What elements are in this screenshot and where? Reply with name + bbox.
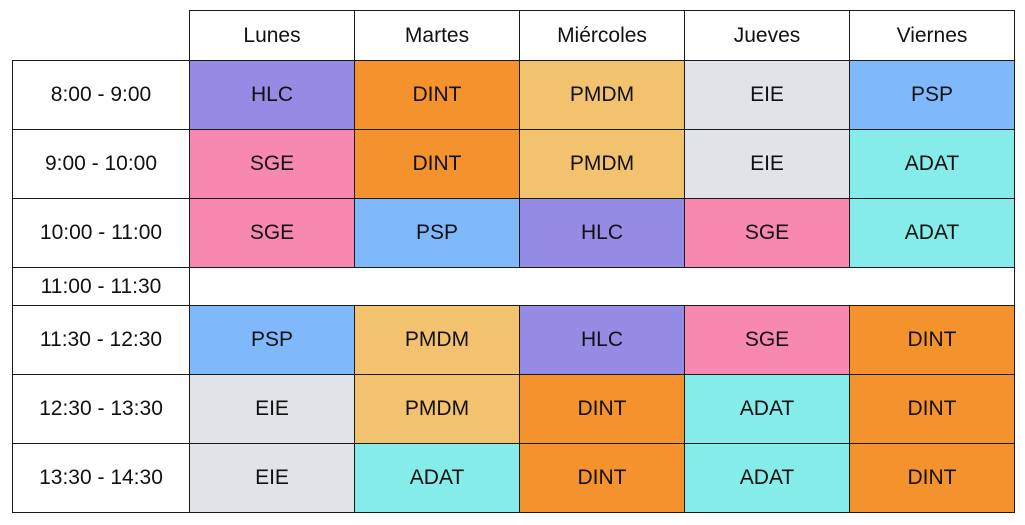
subject-cell: HLC <box>519 198 685 268</box>
subject-cell: HLC <box>189 60 355 130</box>
subject-cell: PMDM <box>519 129 685 199</box>
subject-cell: PMDM <box>354 374 520 444</box>
subject-cell: DINT <box>849 443 1015 513</box>
time-slot-label: 13:30 - 14:30 <box>12 443 190 513</box>
schedule-row: 10:00 - 11:00 SGE PSP HLC SGE ADAT <box>12 198 1015 268</box>
time-slot-label: 8:00 - 9:00 <box>12 60 190 130</box>
schedule-row: 13:30 - 14:30 EIE ADAT DINT ADAT DINT <box>12 443 1015 513</box>
subject-cell: SGE <box>684 198 850 268</box>
schedule-row: 8:00 - 9:00 HLC DINT PMDM EIE PSP <box>12 60 1015 130</box>
time-slot-label: 9:00 - 10:00 <box>12 129 190 199</box>
subject-cell: PMDM <box>354 305 520 375</box>
subject-cell: PMDM <box>519 60 685 130</box>
subject-cell: EIE <box>189 443 355 513</box>
day-header: Lunes <box>189 10 355 61</box>
day-header: Miércoles <box>519 10 685 61</box>
subject-cell: PSP <box>189 305 355 375</box>
day-header: Viernes <box>849 10 1015 61</box>
schedule-row: 12:30 - 13:30 EIE PMDM DINT ADAT DINT <box>12 374 1015 444</box>
subject-cell: DINT <box>354 129 520 199</box>
subject-cell: ADAT <box>684 443 850 513</box>
subject-cell: ADAT <box>849 129 1015 199</box>
subject-cell: DINT <box>849 374 1015 444</box>
subject-cell: SGE <box>684 305 850 375</box>
weekly-schedule-table: Lunes Martes Miércoles Jueves Viernes 8:… <box>12 10 1015 513</box>
day-header-row: Lunes Martes Miércoles Jueves Viernes <box>13 10 1015 61</box>
subject-cell: EIE <box>684 129 850 199</box>
time-slot-label: 11:30 - 12:30 <box>12 305 190 375</box>
subject-cell: DINT <box>354 60 520 130</box>
subject-cell: SGE <box>189 198 355 268</box>
subject-cell: ADAT <box>684 374 850 444</box>
subject-cell: PSP <box>354 198 520 268</box>
subject-cell: EIE <box>684 60 850 130</box>
schedule-row: 11:30 - 12:30 PSP PMDM HLC SGE DINT <box>12 305 1015 375</box>
time-slot-label: 12:30 - 13:30 <box>12 374 190 444</box>
subject-cell: HLC <box>519 305 685 375</box>
subject-cell: EIE <box>189 374 355 444</box>
corner-cell <box>13 11 190 61</box>
subject-cell: DINT <box>519 374 685 444</box>
break-cell <box>189 267 1015 306</box>
time-slot-label: 10:00 - 11:00 <box>12 198 190 268</box>
subject-cell: ADAT <box>354 443 520 513</box>
subject-cell: SGE <box>189 129 355 199</box>
time-slot-label: 11:00 - 11:30 <box>12 267 190 306</box>
subject-cell: DINT <box>849 305 1015 375</box>
day-header: Jueves <box>684 10 850 61</box>
subject-cell: DINT <box>519 443 685 513</box>
day-header: Martes <box>354 10 520 61</box>
subject-cell: ADAT <box>849 198 1015 268</box>
subject-cell: PSP <box>849 60 1015 130</box>
schedule-row: 9:00 - 10:00 SGE DINT PMDM EIE ADAT <box>12 129 1015 199</box>
break-row: 11:00 - 11:30 <box>12 267 1015 306</box>
